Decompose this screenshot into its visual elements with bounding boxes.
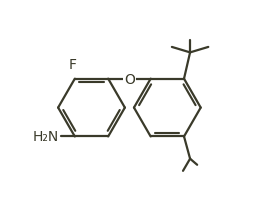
Text: F: F bbox=[69, 57, 77, 71]
Text: O: O bbox=[124, 72, 135, 86]
Text: H₂N: H₂N bbox=[32, 130, 59, 144]
